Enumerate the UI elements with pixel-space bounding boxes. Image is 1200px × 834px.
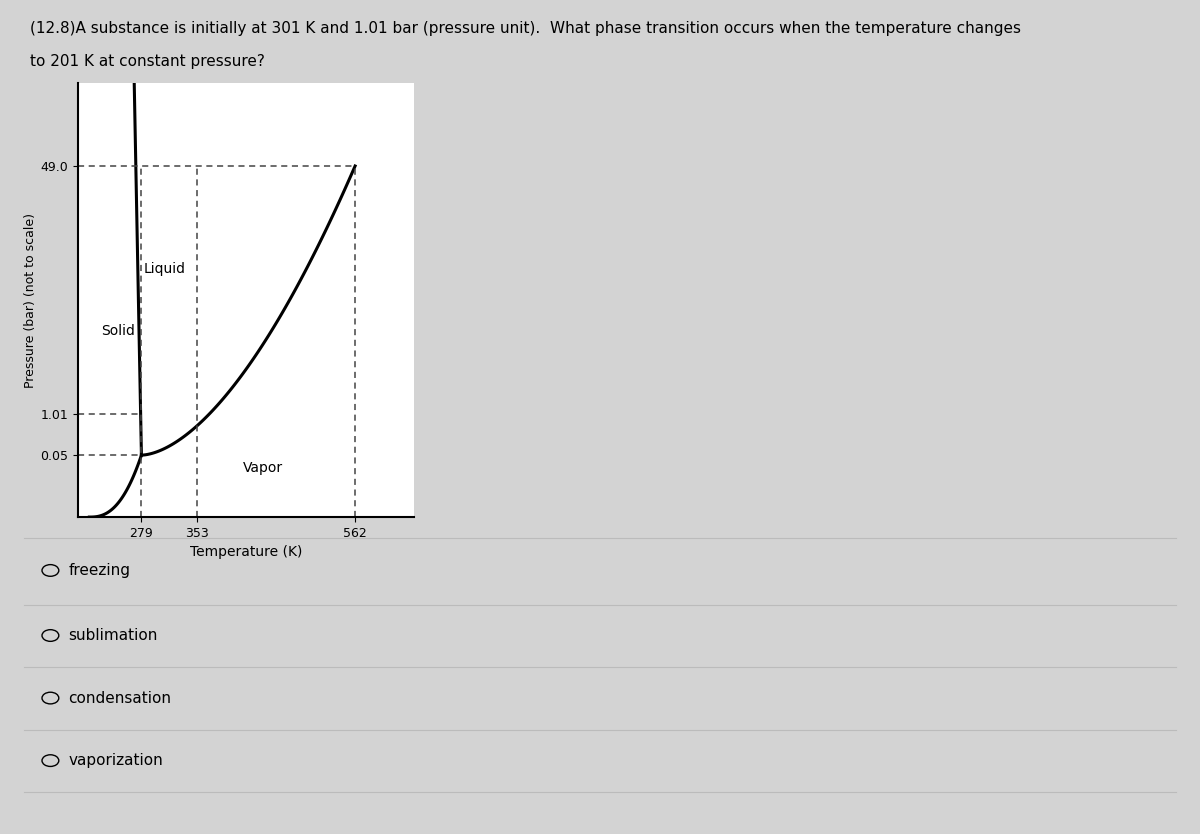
X-axis label: Temperature (K): Temperature (K) bbox=[190, 545, 302, 560]
Text: sublimation: sublimation bbox=[68, 628, 157, 643]
Text: freezing: freezing bbox=[68, 563, 131, 578]
Y-axis label: Pressure (bar) (not to scale): Pressure (bar) (not to scale) bbox=[24, 213, 37, 388]
Text: (12.8)A substance is initially at 301 K and 1.01 bar (pressure unit).  What phas: (12.8)A substance is initially at 301 K … bbox=[30, 21, 1021, 36]
Text: Solid: Solid bbox=[101, 324, 134, 339]
Text: to 201 K at constant pressure?: to 201 K at constant pressure? bbox=[30, 54, 265, 69]
Text: condensation: condensation bbox=[68, 691, 172, 706]
Text: vaporization: vaporization bbox=[68, 753, 163, 768]
Text: Vapor: Vapor bbox=[242, 460, 283, 475]
Text: Liquid: Liquid bbox=[144, 262, 186, 276]
